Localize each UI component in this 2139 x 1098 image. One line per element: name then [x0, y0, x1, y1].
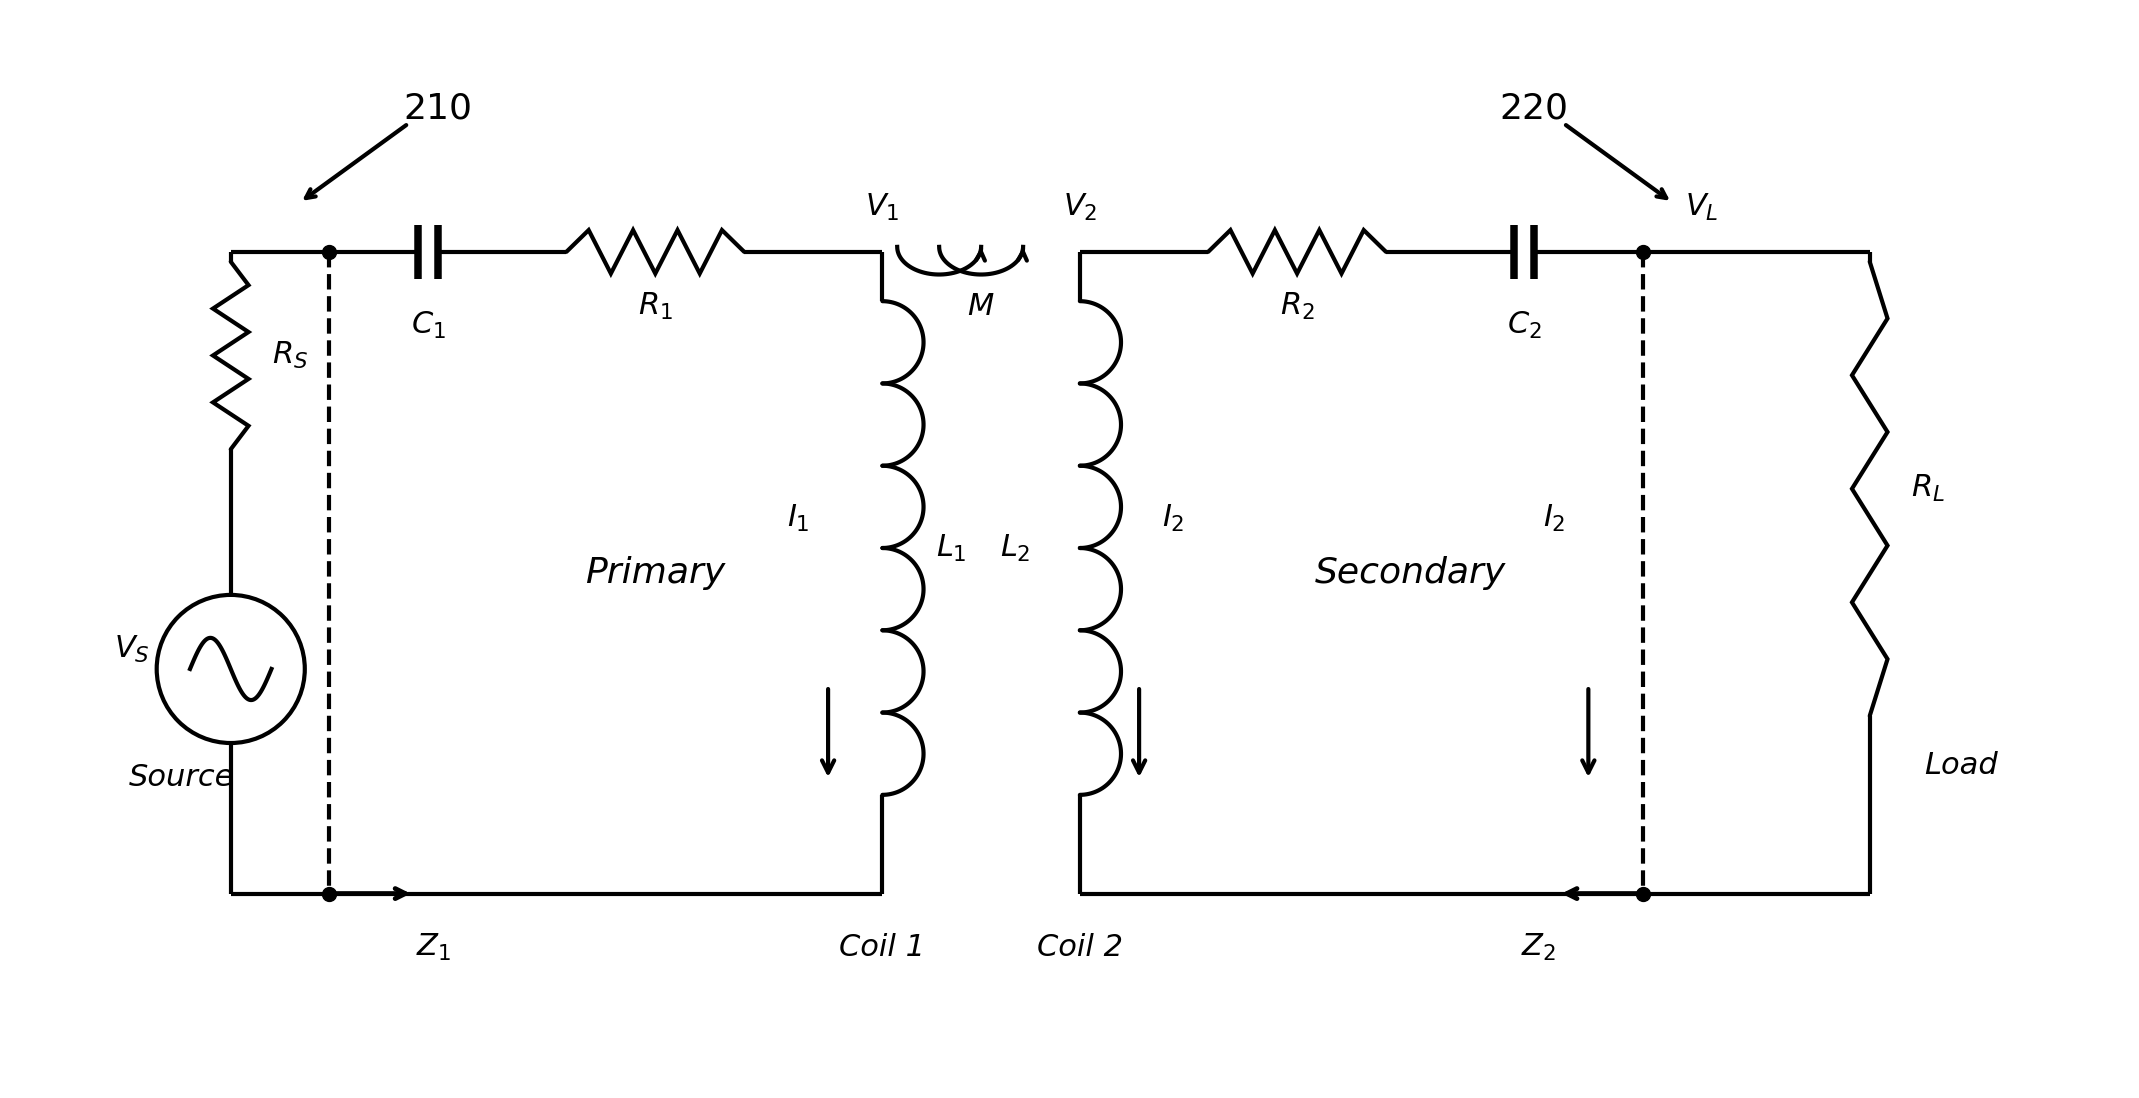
Text: Source: Source — [128, 763, 233, 792]
Text: $V_1$: $V_1$ — [864, 192, 901, 223]
Text: $M$: $M$ — [967, 292, 995, 321]
Text: $R_1$: $R_1$ — [637, 291, 672, 322]
Text: $R_S$: $R_S$ — [272, 340, 308, 371]
Text: Coil 2: Coil 2 — [1037, 933, 1123, 962]
Text: $I_1$: $I_1$ — [787, 503, 811, 534]
Text: $V_2$: $V_2$ — [1063, 192, 1097, 223]
Text: $L_1$: $L_1$ — [937, 533, 967, 563]
Text: $C_2$: $C_2$ — [1506, 311, 1542, 341]
Text: Secondary: Secondary — [1315, 556, 1506, 590]
Text: $I_2$: $I_2$ — [1542, 503, 1566, 534]
Text: $V_L$: $V_L$ — [1686, 192, 1718, 223]
Text: 220: 220 — [1499, 91, 1568, 125]
Text: $V_S$: $V_S$ — [113, 634, 150, 664]
Text: Primary: Primary — [586, 556, 725, 590]
Text: $Z_1$: $Z_1$ — [415, 932, 451, 963]
Text: Load: Load — [1925, 751, 1998, 780]
Text: 210: 210 — [404, 91, 473, 125]
Text: Coil 1: Coil 1 — [838, 933, 926, 962]
Text: $L_2$: $L_2$ — [1001, 533, 1031, 563]
Text: $Z_2$: $Z_2$ — [1521, 932, 1557, 963]
Text: $I_2$: $I_2$ — [1161, 503, 1185, 534]
Text: $R_2$: $R_2$ — [1279, 291, 1315, 322]
Text: $C_1$: $C_1$ — [411, 311, 445, 341]
Text: $R_L$: $R_L$ — [1912, 473, 1944, 504]
